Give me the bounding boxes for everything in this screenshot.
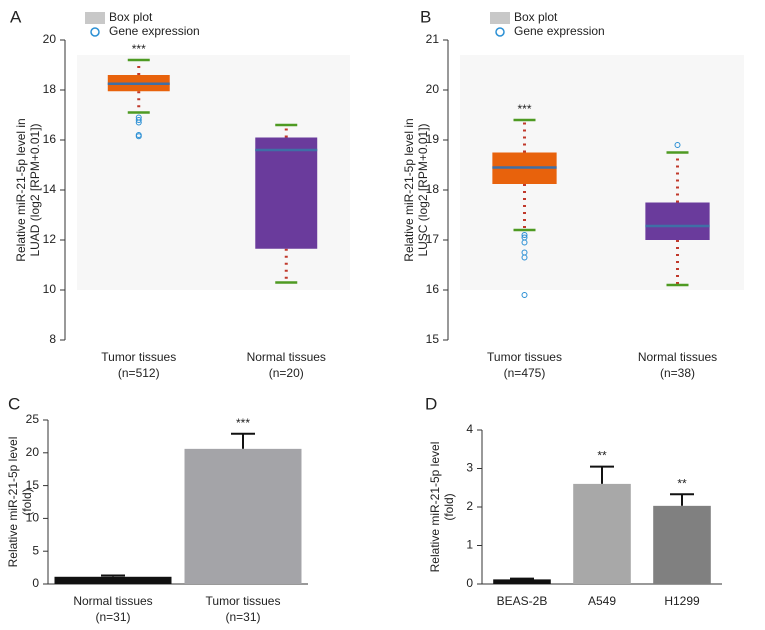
y-tick-label: 25 bbox=[26, 412, 40, 426]
x-tick-note: (n=31) bbox=[95, 610, 130, 624]
y-axis-label: Relative miR-21-5p level in bbox=[402, 118, 416, 261]
panel-letter: D bbox=[425, 394, 437, 413]
outlier bbox=[135, 119, 142, 126]
x-tick-label: Normal tissues bbox=[247, 350, 326, 364]
y-axis-label: LUSC (log2 [RPM+0.01]) bbox=[416, 123, 430, 256]
y-tick-label: 21 bbox=[426, 32, 440, 46]
outlier bbox=[674, 142, 681, 148]
y-tick-label: 5 bbox=[32, 543, 39, 557]
x-tick-note: (n=20) bbox=[269, 366, 304, 380]
outlier bbox=[521, 254, 528, 261]
y-tick-label: 12 bbox=[43, 232, 57, 246]
y-axis-label: Relative miR-21-5p level bbox=[428, 442, 442, 573]
x-tick-note: (n=38) bbox=[660, 366, 695, 380]
y-tick-label: 17 bbox=[426, 232, 440, 246]
y-tick-label: 20 bbox=[426, 82, 440, 96]
x-tick-label: Normal tissues bbox=[638, 350, 717, 364]
x-tick-label: Normal tissues bbox=[73, 594, 152, 608]
y-tick-label: 10 bbox=[43, 282, 57, 296]
bar bbox=[184, 448, 302, 584]
y-axis-label: (fold) bbox=[442, 493, 456, 520]
x-tick-label: BEAS-2B bbox=[497, 594, 548, 608]
x-tick-note: (n=512) bbox=[118, 366, 160, 380]
y-tick-label: 20 bbox=[26, 445, 40, 459]
legend-swatch bbox=[490, 12, 510, 24]
y-tick-label: 2 bbox=[466, 499, 473, 513]
legend-label: Gene expression bbox=[514, 24, 605, 38]
x-tick-label: Tumor tissues bbox=[101, 350, 176, 364]
outlier bbox=[135, 117, 142, 123]
significance-label: *** bbox=[236, 416, 250, 430]
panel-letter: C bbox=[8, 394, 20, 413]
y-tick-label: 16 bbox=[43, 132, 57, 146]
panel: B Relative miR-21-5p level in LUSC (log2 [… bbox=[402, 7, 744, 380]
significance-label: *** bbox=[132, 42, 146, 56]
legend-label: Box plot bbox=[109, 10, 153, 24]
panel: C Relative miR-21-5p level (fold) 0 5 10 15 20 2… bbox=[6, 394, 308, 624]
legend-marker bbox=[495, 27, 505, 37]
y-axis-label: Relative miR-21-5p level in bbox=[14, 118, 28, 261]
box bbox=[645, 202, 710, 240]
x-tick-label: H1299 bbox=[664, 594, 700, 608]
x-tick-note: (n=31) bbox=[225, 610, 260, 624]
x-tick-label: Tumor tissues bbox=[487, 350, 562, 364]
panel-letter: A bbox=[10, 7, 22, 26]
significance-label: *** bbox=[517, 102, 531, 116]
x-tick-label: Tumor tissues bbox=[206, 594, 281, 608]
y-tick-label: 0 bbox=[32, 576, 39, 590]
y-tick-label: 15 bbox=[426, 332, 440, 346]
legend-label: Box plot bbox=[514, 10, 558, 24]
outlier bbox=[135, 133, 142, 140]
significance-label: ** bbox=[597, 449, 607, 463]
significance-label: ** bbox=[677, 476, 687, 490]
y-tick-label: 0 bbox=[466, 576, 473, 590]
y-tick-label: 8 bbox=[49, 332, 56, 346]
panel-letter: B bbox=[420, 7, 431, 26]
x-tick-note: (n=475) bbox=[504, 366, 546, 380]
panel: A Relative miR-21-5p level in LUAD (log2 [… bbox=[10, 7, 350, 380]
y-tick-label: 16 bbox=[426, 282, 440, 296]
bar bbox=[573, 483, 631, 584]
legend-label: Gene expression bbox=[109, 24, 200, 38]
y-tick-label: 10 bbox=[26, 511, 40, 525]
y-tick-label: 18 bbox=[426, 182, 440, 196]
bar bbox=[493, 579, 551, 584]
legend-marker bbox=[90, 27, 100, 37]
bar bbox=[54, 576, 172, 584]
outlier bbox=[521, 232, 528, 238]
y-tick-label: 20 bbox=[43, 32, 57, 46]
outlier bbox=[521, 292, 528, 298]
y-tick-label: 15 bbox=[26, 478, 40, 492]
y-axis-label: Relative miR-21-5p level bbox=[6, 437, 20, 568]
y-tick-label: 14 bbox=[43, 182, 57, 196]
y-axis-label: LUAD (log2 [RPM+0.01]) bbox=[28, 123, 42, 256]
y-tick-label: 3 bbox=[466, 461, 473, 475]
box bbox=[255, 137, 318, 249]
panel: D Relative miR-21-5p level (fold) 0 1 2 3 4 BEAS… bbox=[425, 394, 722, 608]
outlier bbox=[521, 239, 528, 246]
y-axis-label: (fold) bbox=[20, 488, 34, 515]
bar bbox=[653, 505, 711, 584]
y-tick-label: 4 bbox=[466, 422, 473, 436]
x-tick-label: A549 bbox=[588, 594, 616, 608]
y-tick-label: 1 bbox=[466, 538, 473, 552]
y-tick-label: 18 bbox=[43, 82, 57, 96]
y-tick-label: 19 bbox=[426, 132, 440, 146]
legend-swatch bbox=[85, 12, 105, 24]
